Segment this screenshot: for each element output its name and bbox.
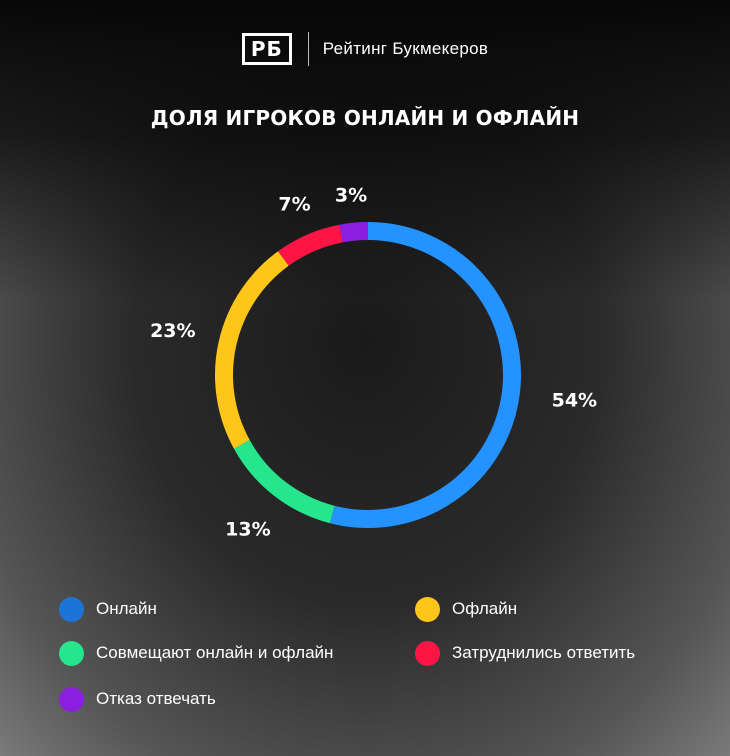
donut-slice-offline [215, 251, 289, 449]
logo-mark: РБ [241, 33, 292, 65]
background-shade [0, 0, 730, 300]
donut-slice-online [329, 222, 521, 528]
donut-slice-refused [339, 222, 369, 243]
brand-name: Рейтинг Букмекеров [322, 39, 489, 58]
data-label-offline: 23% [150, 320, 195, 342]
data-label-undecided: 7% [278, 194, 310, 216]
donut-slice-undecided [278, 224, 343, 266]
data-label-online: 54% [552, 390, 597, 412]
logo-divider [307, 32, 309, 66]
chart-title: ДОЛЯ ИГРОКОВ ОНЛАЙН И ОФЛАЙН [150, 106, 580, 130]
header: РБ Рейтинг Букмекеров [0, 31, 730, 67]
donut-slice-combined [233, 439, 335, 524]
data-label-combined: 13% [225, 518, 270, 540]
data-label-refused: 3% [335, 184, 367, 206]
